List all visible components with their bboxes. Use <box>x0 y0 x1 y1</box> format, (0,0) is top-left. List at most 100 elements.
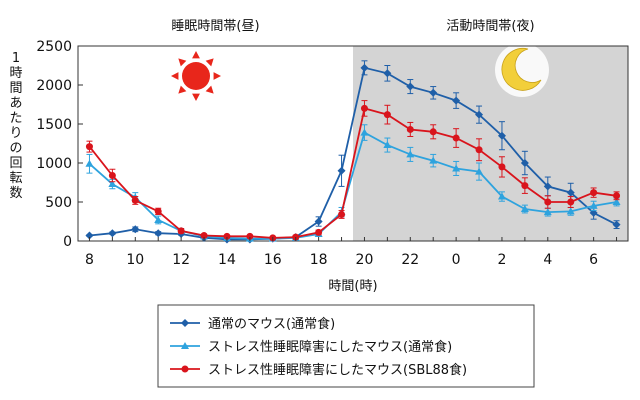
data-point <box>429 156 438 164</box>
y-axis-ticks: 0 500 1000 1500 2000 2500 <box>36 39 83 250</box>
data-point <box>177 227 185 235</box>
legend: 通常のマウス(通常食) ストレス性睡眠障害にしたマウス(通常食) ストレス性睡眠障害… <box>157 304 535 388</box>
y-axis-title-char: 時 <box>9 66 22 81</box>
data-point <box>429 88 438 97</box>
plot-frame <box>77 45 629 242</box>
series-line <box>88 107 617 239</box>
data-point <box>567 198 575 206</box>
x-tick-label: 2 <box>497 252 506 268</box>
data-point <box>314 217 323 226</box>
data-point <box>475 110 484 119</box>
legend-item: 通常のマウス(通常食) <box>170 316 335 332</box>
sun-ray <box>213 72 221 80</box>
night-period-label: 活動時間帯(夜) <box>446 19 534 34</box>
data-point <box>475 146 483 154</box>
data-point <box>566 188 575 197</box>
y-axis-title-char: 間 <box>9 81 22 96</box>
x-tick-label: 4 <box>543 252 552 268</box>
x-tick-label: 14 <box>218 252 236 268</box>
data-point <box>383 141 392 149</box>
legend-box <box>157 304 535 388</box>
data-point <box>154 215 163 223</box>
sun-ray <box>171 72 179 80</box>
y-axis-title-char: 回 <box>9 156 22 171</box>
series <box>85 100 621 242</box>
data-point <box>108 229 117 238</box>
data-point <box>360 128 369 136</box>
y-axis-title-char: の <box>9 141 22 156</box>
sun-ray <box>205 85 214 94</box>
data-point <box>181 342 189 349</box>
data-point <box>383 69 392 78</box>
data-point <box>154 207 162 215</box>
x-tick-label: 8 <box>85 252 94 268</box>
legend-label: 通常のマウス(通常食) <box>208 316 335 332</box>
y-axis-title-char: 1 <box>12 51 20 66</box>
x-tick-label: 6 <box>589 252 598 268</box>
data-point <box>429 128 437 136</box>
legend-label: ストレス性睡眠障害にしたマウス(通常食) <box>208 339 452 355</box>
x-tick-label: 22 <box>401 252 419 268</box>
data-point <box>590 189 598 197</box>
data-point <box>315 228 323 236</box>
data-point <box>360 104 368 112</box>
data-point <box>338 210 346 218</box>
data-point <box>612 198 621 205</box>
x-tick-label: 16 <box>264 252 282 268</box>
legend-item: ストレス性睡眠障害にしたマウス(SBL88食) <box>170 362 467 378</box>
data-point <box>521 182 529 190</box>
data-point <box>131 225 140 234</box>
x-axis-ticks: 8 10 12 14 16 18 20 22 0 2 4 6 <box>85 237 618 268</box>
data-point <box>383 111 391 119</box>
data-point <box>498 163 506 171</box>
data-point <box>223 232 231 240</box>
x-tick-label: 10 <box>126 252 144 268</box>
data-point <box>452 96 461 105</box>
data-point <box>85 143 93 151</box>
y-axis-title-char: た <box>9 111 22 126</box>
x-tick-label: 18 <box>310 252 328 268</box>
x-tick-label: 0 <box>452 252 461 268</box>
data-point <box>475 167 484 175</box>
data-point <box>520 159 529 167</box>
x-axis-title: 時間(時) <box>328 279 377 294</box>
legend-label: ストレス性睡眠障害にしたマウス(SBL88食) <box>208 362 467 378</box>
data-point <box>544 198 552 206</box>
data-point <box>85 231 94 240</box>
data-point <box>520 205 529 213</box>
data-point <box>108 171 116 179</box>
y-axis-title-char: 転 <box>9 171 22 186</box>
series-layer <box>85 60 621 244</box>
sun-ray <box>178 85 187 94</box>
sun-ray <box>192 51 200 59</box>
sun-disc <box>182 62 210 90</box>
data-point <box>108 180 117 188</box>
data-point <box>543 182 552 191</box>
y-tick-label: 0 <box>63 234 72 250</box>
y-axis-title: 1 時間あたりの回転数 <box>9 51 22 201</box>
y-tick-label: 1000 <box>36 156 72 172</box>
moon-crescent <box>501 48 542 91</box>
data-point <box>360 63 369 72</box>
data-point <box>181 319 189 327</box>
data-point <box>246 232 254 240</box>
sun-ray <box>192 93 200 101</box>
data-point <box>406 150 415 158</box>
data-point <box>406 82 415 91</box>
data-point <box>452 134 460 142</box>
data-point <box>131 196 139 204</box>
sun-icon <box>171 51 221 101</box>
series <box>85 60 621 244</box>
y-axis-title-char: り <box>9 126 22 141</box>
y-tick-label: 2000 <box>36 78 72 94</box>
y-axis-title-char: 数 <box>9 186 22 201</box>
data-point <box>154 229 163 238</box>
data-point <box>200 232 208 240</box>
series-line <box>88 131 617 240</box>
data-point <box>497 192 506 200</box>
data-point <box>566 207 575 215</box>
y-axis-title-char: あ <box>9 96 22 111</box>
data-point <box>181 365 189 373</box>
data-point <box>589 201 598 209</box>
